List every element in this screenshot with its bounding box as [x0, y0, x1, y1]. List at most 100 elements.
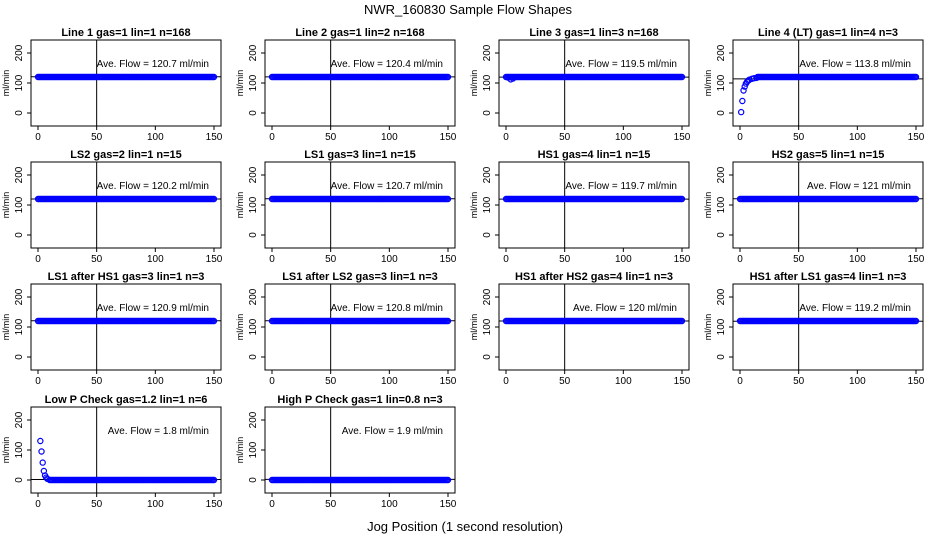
panel-title: Line 1 gas=1 lin=1 n=168 [61, 27, 190, 39]
x-tick-label: 150 [908, 132, 925, 143]
x-tick-label: 150 [206, 254, 223, 265]
data-point [444, 317, 452, 325]
x-tick-label: 150 [440, 132, 457, 143]
panel-title: HS1 after LS1 gas=4 lin=1 n=3 [750, 271, 907, 283]
x-tick-label: 100 [849, 132, 866, 143]
x-tick-label: 150 [440, 499, 457, 510]
plot-frame [498, 39, 690, 127]
plot-frame [30, 283, 222, 371]
y-tick-label: 100 [482, 318, 493, 335]
data-point [737, 108, 745, 116]
y-tick-label: 0 [482, 354, 493, 360]
average-flow-annotation: Ave. Flow = 120.7 ml/min [331, 181, 443, 192]
data-point [678, 73, 686, 81]
y-tick-label: 0 [14, 477, 25, 483]
panel-3: Line 3 gas=1 lin=3 n=168 ml/min 0 50 100 150 0… [469, 27, 691, 143]
y-tick-label: 0 [716, 232, 727, 238]
y-axis-label: ml/min [703, 314, 713, 341]
y-tick-label: 0 [14, 232, 25, 238]
y-tick-label: 100 [248, 74, 259, 91]
y-axis-label: ml/min [469, 70, 479, 97]
y-axis-label: ml/min [703, 70, 713, 97]
y-tick-label: 200 [482, 44, 493, 61]
x-tick-label: 150 [908, 254, 925, 265]
panel-title: HS1 gas=4 lin=1 n=15 [538, 149, 651, 161]
y-tick-label: 200 [14, 44, 25, 61]
x-tick-label: 150 [206, 376, 223, 387]
panel-title: LS1 gas=3 lin=1 n=15 [304, 149, 416, 161]
panel-7: HS1 gas=4 lin=1 n=15 ml/min 0 50 100 150 0 100 2… [469, 149, 691, 265]
average-flow-annotation: Ave. Flow = 120.2 ml/min [97, 181, 209, 192]
x-tick-label: 50 [91, 254, 103, 265]
x-tick-label: 50 [325, 499, 337, 510]
x-tick-label: 100 [615, 132, 632, 143]
average-flow-annotation: Ave. Flow = 1.8 ml/min [108, 426, 209, 437]
y-tick-label: 200 [248, 44, 259, 61]
x-tick-label: 50 [559, 376, 571, 387]
y-axis-label: ml/min [1, 314, 11, 341]
panel-title: High P Check gas=1 lin=0.8 n=3 [277, 394, 442, 406]
data-point [739, 97, 746, 105]
average-flow-annotation: Ave. Flow = 120 ml/min [573, 303, 677, 314]
y-tick-label: 200 [716, 44, 727, 61]
average-flow-annotation: Ave. Flow = 121 ml/min [807, 181, 911, 192]
data-point [210, 476, 218, 484]
y-tick-label: 0 [482, 110, 493, 116]
data-point [210, 195, 218, 203]
x-tick-label: 100 [381, 132, 398, 143]
y-tick-label: 200 [716, 166, 727, 183]
data-point [37, 437, 44, 445]
y-tick-label: 0 [482, 232, 493, 238]
figure-xlabel: Jog Position (1 second resolution) [367, 519, 563, 534]
panel-title: LS1 after HS1 gas=3 lin=1 n=3 [48, 271, 205, 283]
plot-frame [732, 283, 924, 371]
x-tick-label: 150 [206, 499, 223, 510]
x-tick-label: 150 [674, 376, 691, 387]
data-point [39, 459, 46, 466]
x-tick-label: 100 [147, 132, 164, 143]
x-tick-label: 0 [35, 376, 41, 387]
plot-frame [732, 39, 924, 127]
y-tick-label: 0 [716, 110, 727, 116]
x-tick-label: 100 [381, 376, 398, 387]
panel-title: LS2 gas=2 lin=1 n=15 [70, 149, 182, 161]
y-tick-label: 200 [14, 166, 25, 183]
average-flow-annotation: Ave. Flow = 119.2 ml/min [799, 303, 911, 314]
x-tick-label: 50 [793, 254, 805, 265]
panel-5: LS2 gas=2 lin=1 n=15 ml/min 0 50 100 150 0 100 2… [1, 149, 223, 265]
x-tick-label: 100 [381, 254, 398, 265]
average-flow-annotation: Ave. Flow = 1.9 ml/min [342, 426, 443, 437]
x-tick-label: 100 [615, 254, 632, 265]
x-tick-label: 150 [674, 254, 691, 265]
panel-11: HS1 after HS2 gas=4 lin=1 n=3 ml/min 0 50 10… [469, 271, 691, 387]
y-tick-label: 100 [248, 318, 259, 335]
y-tick-label: 100 [716, 74, 727, 91]
y-tick-label: 200 [716, 288, 727, 305]
x-tick-label: 150 [440, 254, 457, 265]
x-tick-label: 150 [206, 132, 223, 143]
average-flow-annotation: Ave. Flow = 113.8 ml/min [799, 59, 911, 70]
y-tick-label: 100 [482, 74, 493, 91]
data-point [912, 317, 920, 325]
y-axis-label: ml/min [1, 437, 11, 464]
panel-title: Line 4 (LT) gas=1 lin=4 n=3 [758, 27, 898, 39]
figure-title: NWR_160830 Sample Flow Shapes [364, 2, 573, 17]
panel-10: LS1 after LS2 gas=3 lin=1 n=3 ml/min 0 50 10… [235, 271, 457, 387]
y-tick-label: 200 [482, 166, 493, 183]
y-tick-label: 100 [14, 196, 25, 213]
x-tick-label: 100 [147, 376, 164, 387]
panel-2: Line 2 gas=1 lin=2 n=168 ml/min 0 50 100 150 0… [235, 27, 457, 143]
x-tick-label: 100 [615, 376, 632, 387]
panel-title: Line 3 gas=1 lin=3 n=168 [529, 27, 658, 39]
x-tick-label: 50 [91, 499, 103, 510]
y-axis-label: ml/min [235, 314, 245, 341]
y-tick-label: 200 [248, 166, 259, 183]
y-axis-label: ml/min [469, 192, 479, 219]
plot-frame [264, 283, 456, 371]
data-point [678, 195, 686, 203]
panel-title: HS1 after HS2 gas=4 lin=1 n=3 [515, 271, 673, 283]
x-tick-label: 100 [147, 499, 164, 510]
y-axis-label: ml/min [1, 70, 11, 97]
x-tick-label: 150 [440, 376, 457, 387]
y-axis-label: ml/min [235, 192, 245, 219]
